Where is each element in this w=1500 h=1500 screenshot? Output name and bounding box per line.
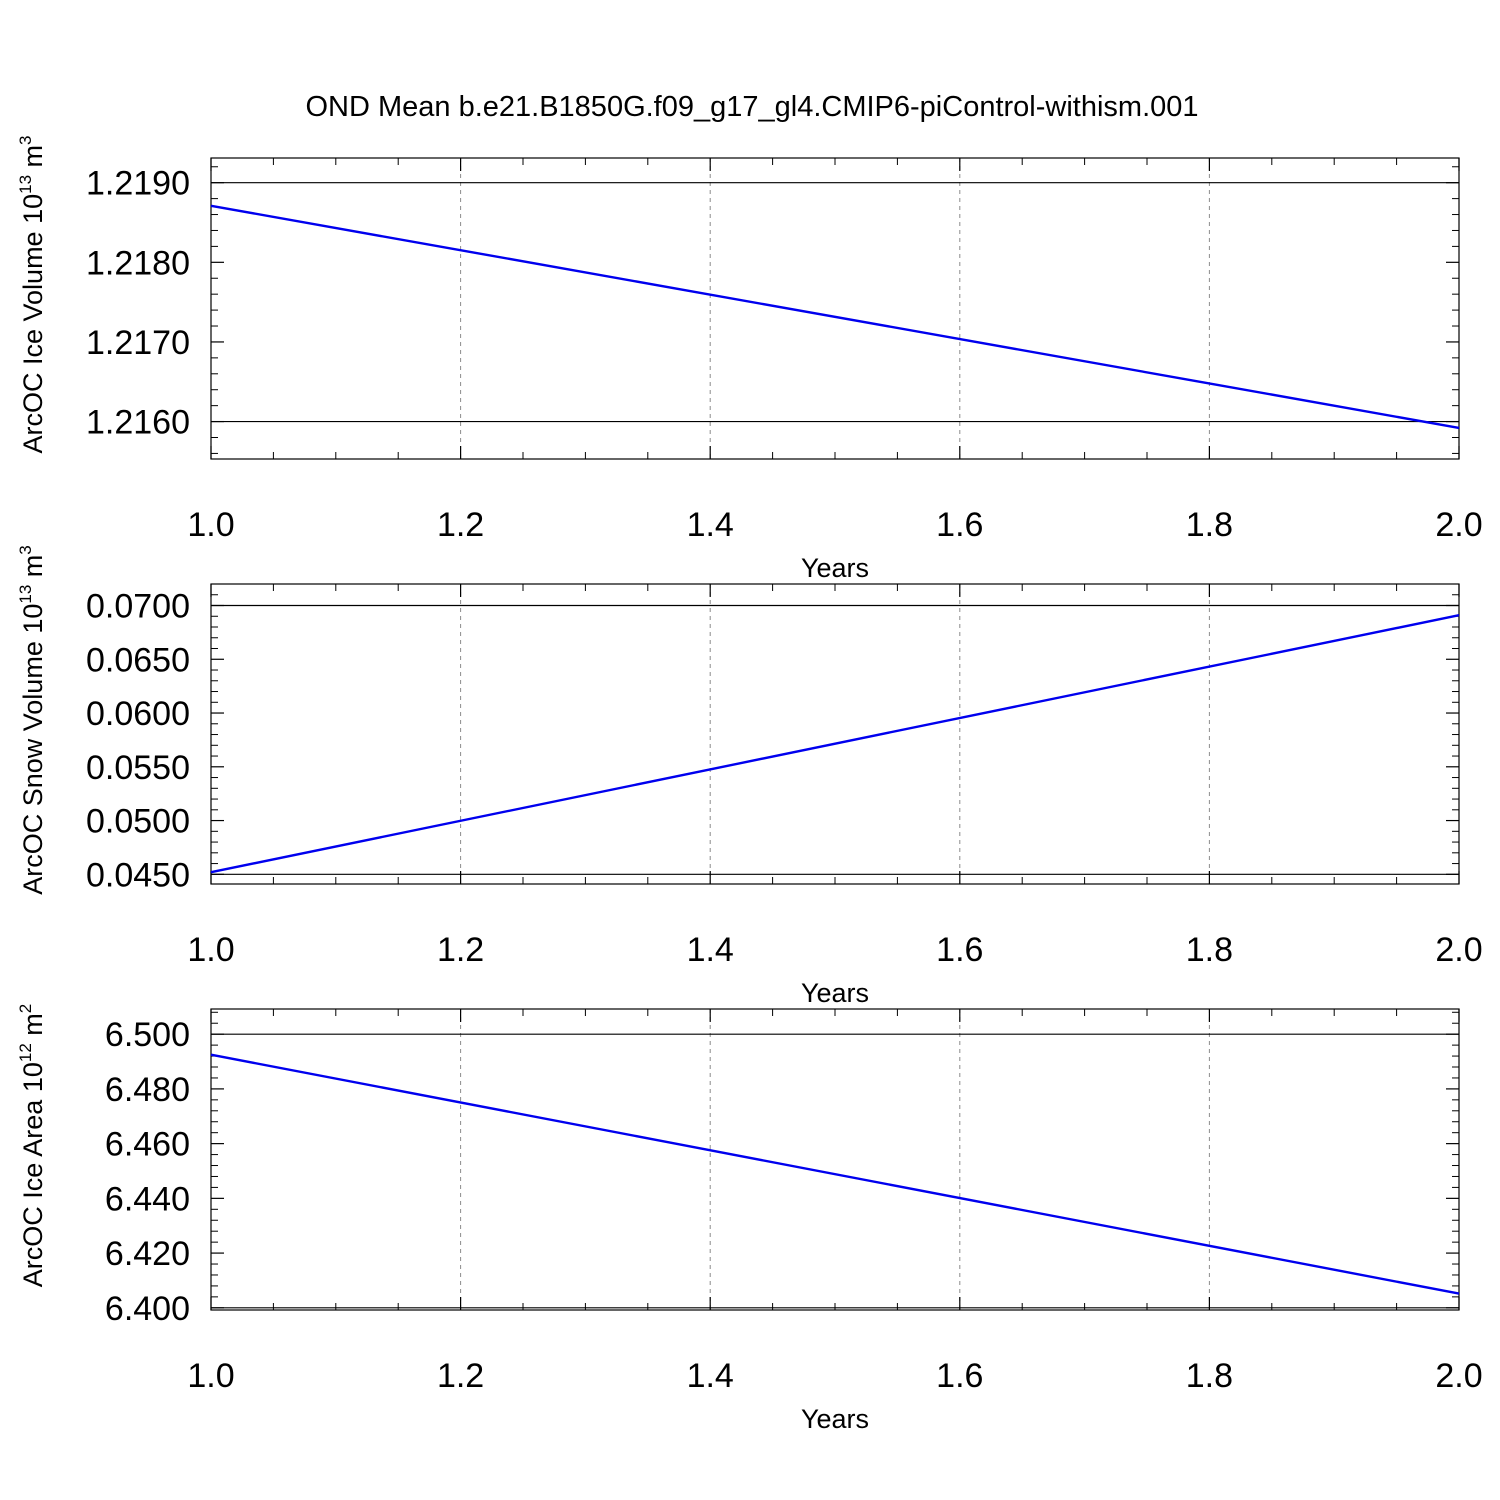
y-tick-label: 6.400 — [105, 1290, 190, 1328]
x-tick-label: 1.6 — [936, 931, 983, 969]
y-tick-label: 0.0650 — [86, 641, 190, 679]
panel-3: 1.0 1.2 1.4 1.6 1.8 2.0 6.400 6.420 6.440 6.460 6.… — [16, 1004, 1483, 1434]
y-tick-label: 0.0550 — [86, 749, 190, 787]
x-tick-label: 1.8 — [1186, 506, 1233, 544]
x-tick-label: 1.4 — [687, 1357, 734, 1395]
x-tick-label: 1.4 — [687, 506, 734, 544]
x-tick-label: 1.6 — [936, 1357, 983, 1395]
x-tick-label: 2.0 — [1435, 931, 1482, 969]
series-line — [210, 614, 1460, 874]
series-line — [210, 204, 1460, 430]
x-tick-label: 2.0 — [1435, 1357, 1482, 1395]
y-tick-label: 6.500 — [105, 1016, 190, 1054]
x-tick-label: 1.0 — [187, 1357, 234, 1395]
y-tick-label: 1.2170 — [86, 324, 190, 362]
y-tick-label: 1.2180 — [86, 244, 190, 282]
y-axis-title: ArcOC Ice Volume 1013 m3 — [16, 135, 48, 453]
y-tick-label: 6.440 — [105, 1180, 190, 1218]
y-axis-title: ArcOC Snow Volume 1013 m3 — [16, 545, 48, 895]
y-tick-label: 0.0500 — [86, 803, 190, 841]
panel-1: 1.0 1.2 1.4 1.6 1.8 2.0 1.2160 1.2170 1.2180 1.21… — [16, 135, 1483, 583]
y-tick-label: 1.2190 — [86, 165, 190, 203]
x-axis-title: Years — [801, 978, 869, 1008]
plot-frame — [210, 157, 1460, 460]
y-axis-title: ArcOC Ice Area 1012 m2 — [16, 1004, 48, 1288]
y-tick-label: 6.460 — [105, 1126, 190, 1164]
x-tick-label: 1.4 — [687, 931, 734, 969]
x-tick-label: 1.8 — [1186, 931, 1233, 969]
y-tick-label: 1.2160 — [86, 404, 190, 442]
y-tick-label: 0.0700 — [86, 588, 190, 626]
plot-frame — [210, 1008, 1460, 1311]
plot-frame — [210, 583, 1460, 885]
x-axis-title: Years — [801, 1404, 869, 1434]
x-tick-label: 1.6 — [936, 506, 983, 544]
panel-2: 1.0 1.2 1.4 1.6 1.8 2.0 0.0450 0.0500 0.0550 0.06… — [16, 545, 1483, 1008]
x-tick-label: 2.0 — [1435, 506, 1482, 544]
series-line — [210, 1053, 1460, 1295]
chart-title: OND Mean b.e21.B1850G.f09_g17_gl4.CMIP6-… — [305, 91, 1198, 123]
x-axis-title: Years — [801, 553, 869, 583]
panels: 1.0 1.2 1.4 1.6 1.8 2.01.21601.21701.21801.21… — [16, 135, 1483, 1434]
y-tick-label: 6.420 — [105, 1235, 190, 1273]
x-tick-label: 1.8 — [1186, 1357, 1233, 1395]
x-tick-label: 1.2 — [437, 506, 484, 544]
x-tick-label: 1.2 — [437, 1357, 484, 1395]
y-tick-label: 0.0600 — [86, 695, 190, 733]
x-tick-label: 1.0 — [187, 506, 234, 544]
x-tick-label: 1.0 — [187, 931, 234, 969]
x-tick-label: 1.2 — [437, 931, 484, 969]
y-tick-label: 0.0450 — [86, 856, 190, 894]
y-tick-label: 6.480 — [105, 1071, 190, 1109]
